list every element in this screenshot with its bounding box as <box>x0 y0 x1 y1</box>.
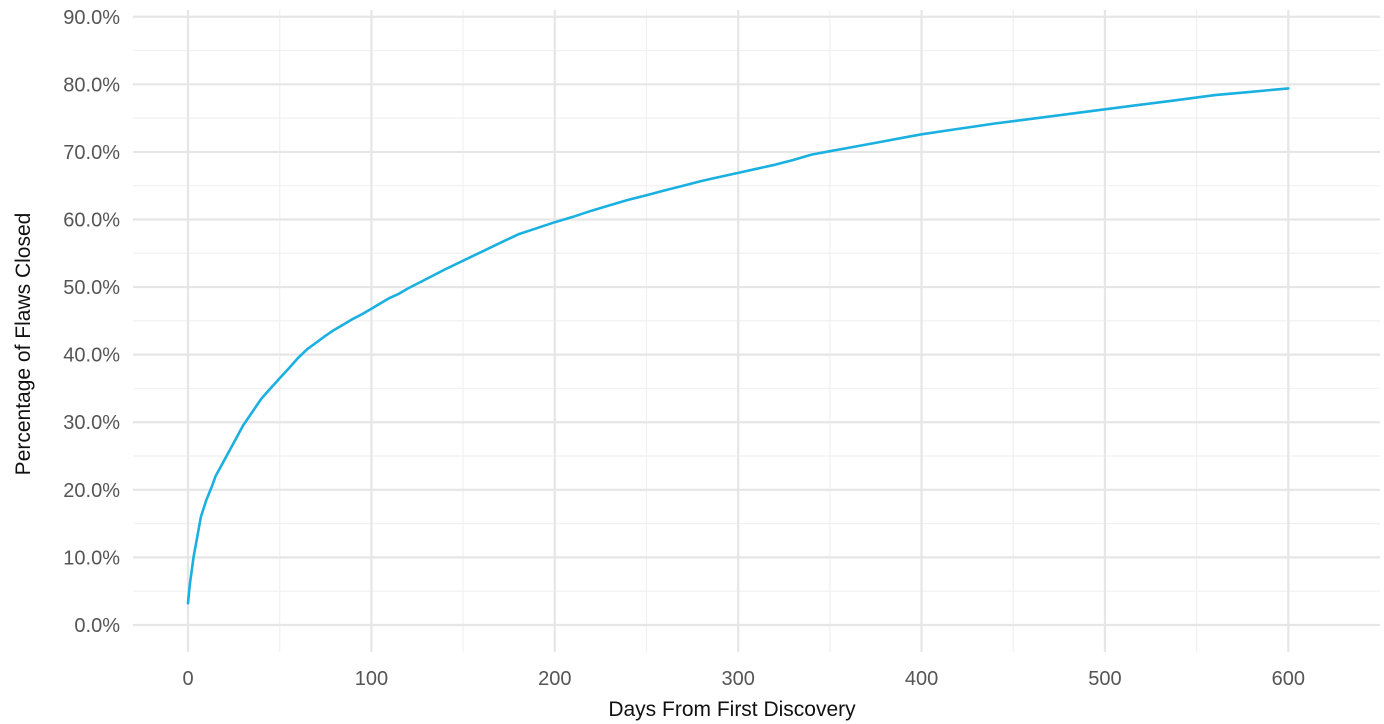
y-tick-label: 30.0% <box>63 412 120 434</box>
x-tick-label: 200 <box>538 668 571 690</box>
x-axis-title: Days From First Discovery <box>608 698 856 721</box>
y-tick-label: 50.0% <box>63 277 120 299</box>
y-tick-label: 10.0% <box>63 547 120 569</box>
y-tick-label: 20.0% <box>63 480 120 502</box>
x-tick-label: 300 <box>721 668 754 690</box>
y-tick-label: 0.0% <box>74 615 120 637</box>
y-tick-label: 70.0% <box>63 142 120 164</box>
grid <box>133 10 1380 652</box>
x-axis-ticks: 0 100 200 300 400 500 600 <box>182 668 1305 690</box>
x-tick-label: 100 <box>355 668 388 690</box>
series-line <box>186 87 1290 605</box>
x-tick-label: 400 <box>905 668 938 690</box>
y-tick-label: 60.0% <box>63 209 120 231</box>
x-tick-label: 600 <box>1272 668 1305 690</box>
y-tick-label: 90.0% <box>63 7 120 29</box>
x-tick-label: 0 <box>182 668 193 690</box>
series-layer <box>186 87 1290 605</box>
x-tick-label: 500 <box>1088 668 1121 690</box>
y-axis-ticks: 0.0% 10.0% 20.0% 30.0% 40.0% 50.0% 60.0% 70.0% 8… <box>63 7 120 637</box>
y-tick-label: 40.0% <box>63 345 120 367</box>
y-tick-label: 80.0% <box>63 74 120 96</box>
y-axis-title: Percentage of Flaws Closed <box>12 213 35 476</box>
